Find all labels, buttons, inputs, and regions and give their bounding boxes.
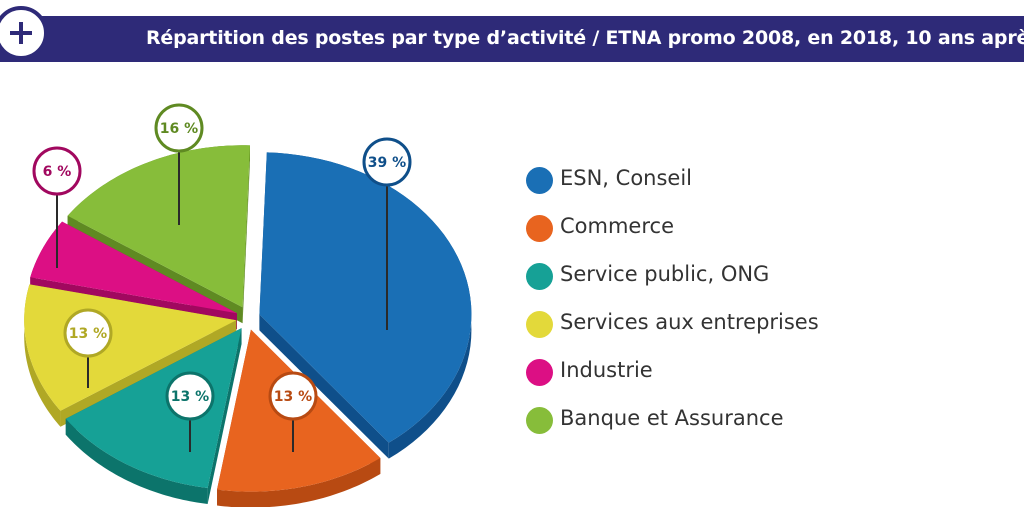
legend-swatch-esn-conseil: [526, 167, 553, 194]
callout-bubble-esn-conseil: [362, 137, 412, 187]
legend-label-banque-et-assurance: Banque et Assurance: [560, 406, 784, 430]
data-label-banque-et-assurance: 16 %: [160, 121, 198, 137]
legend-swatch-banque-et-assurance: [526, 407, 553, 434]
callout-bubble-service-public-ong: [165, 371, 215, 421]
legend-label-service-public-ong: Service public, ONG: [560, 262, 770, 286]
chart-title: Répartition des postes par type d’activi…: [146, 27, 1024, 49]
callout-bubble-services-aux-entreprises: [63, 308, 113, 358]
data-label-services-aux-entreprises: 13 %: [69, 326, 107, 342]
data-label-esn-conseil: 39 %: [368, 155, 406, 171]
callout-bubble-commerce: [268, 371, 318, 421]
data-label-industrie: 6 %: [43, 164, 72, 180]
legend-swatch-commerce: [526, 215, 553, 242]
legend-label-esn-conseil: ESN, Conseil: [560, 166, 693, 190]
data-label-commerce: 13 %: [274, 389, 312, 405]
data-label-service-public-ong: 13 %: [171, 389, 209, 405]
plus-icon-bar-vertical: [19, 22, 23, 44]
callout-bubble-industrie: [32, 146, 82, 196]
legend-swatch-service-public-ong: [526, 263, 553, 290]
pie-slice-esn-conseil: [259, 152, 472, 459]
legend-label-commerce: Commerce: [560, 214, 674, 238]
plus-icon[interactable]: [0, 6, 48, 60]
title-banner: [0, 16, 1024, 62]
legend-swatch-industrie: [526, 359, 553, 386]
legend-label-services-aux-entreprises: Services aux entreprises: [560, 310, 819, 334]
pie-slice-service-public-ong: [65, 328, 242, 505]
legend-label-industrie: Industrie: [560, 358, 653, 382]
legend-swatch-services-aux-entreprises: [526, 311, 553, 338]
callout-bubble-banque-et-assurance: [154, 103, 204, 153]
